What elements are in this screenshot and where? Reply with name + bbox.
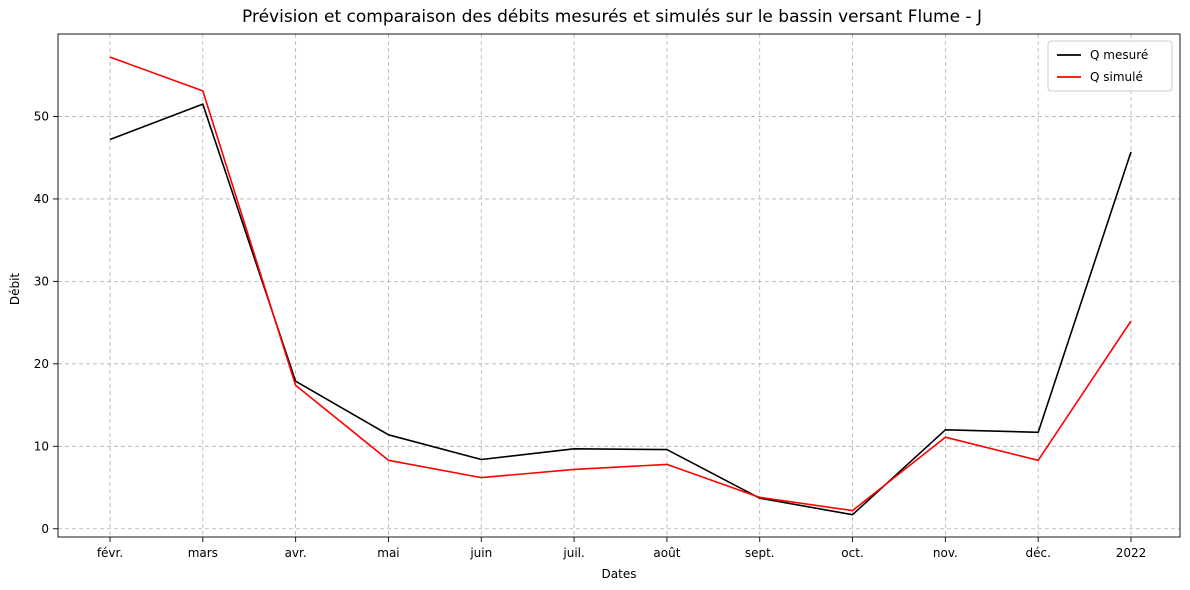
- series-layer: [109, 56, 1132, 516]
- series-line-1: [109, 103, 1132, 516]
- series-line-2: [109, 56, 1132, 512]
- x-axis: févr. mars avr. mai juin juil. août sept. oct. no…: [97, 537, 1146, 560]
- x-axis-label: Dates: [602, 567, 637, 581]
- y-tick-label: 0: [41, 522, 49, 536]
- x-tick-label: août: [653, 546, 680, 560]
- x-tick-label: mai: [377, 546, 399, 560]
- y-tick-label: 30: [34, 274, 49, 288]
- x-tick-label: juil.: [562, 546, 584, 560]
- y-tick-label: 50: [34, 109, 49, 123]
- x-tick-label: avr.: [285, 546, 307, 560]
- x-tick-label: déc.: [1025, 546, 1050, 560]
- y-tick-label: 20: [34, 357, 49, 371]
- grid-layer: [58, 34, 1180, 537]
- chart-title: Prévision et comparaison des débits mesu…: [242, 7, 982, 27]
- x-tick-label: oct.: [841, 546, 863, 560]
- x-tick-label: juin: [469, 546, 492, 560]
- legend-label: Q simulé: [1090, 70, 1143, 84]
- x-tick-label: sept.: [745, 546, 775, 560]
- y-tick-label: 10: [34, 439, 49, 453]
- legend: Q mesuré Q simulé: [1047, 40, 1173, 92]
- x-tick-label: févr.: [97, 546, 123, 560]
- plot-frame: [57, 33, 1181, 538]
- y-axis-label: Débit: [8, 273, 22, 306]
- x-tick-label: 2022: [1116, 546, 1147, 560]
- x-tick-label: nov.: [933, 546, 958, 560]
- y-tick-label: 40: [34, 192, 49, 206]
- y-axis: 0 10 20 30 40 50: [34, 109, 58, 536]
- legend-label: Q mesuré: [1090, 48, 1148, 62]
- legend-box: [1047, 40, 1173, 92]
- x-tick-label: mars: [188, 546, 218, 560]
